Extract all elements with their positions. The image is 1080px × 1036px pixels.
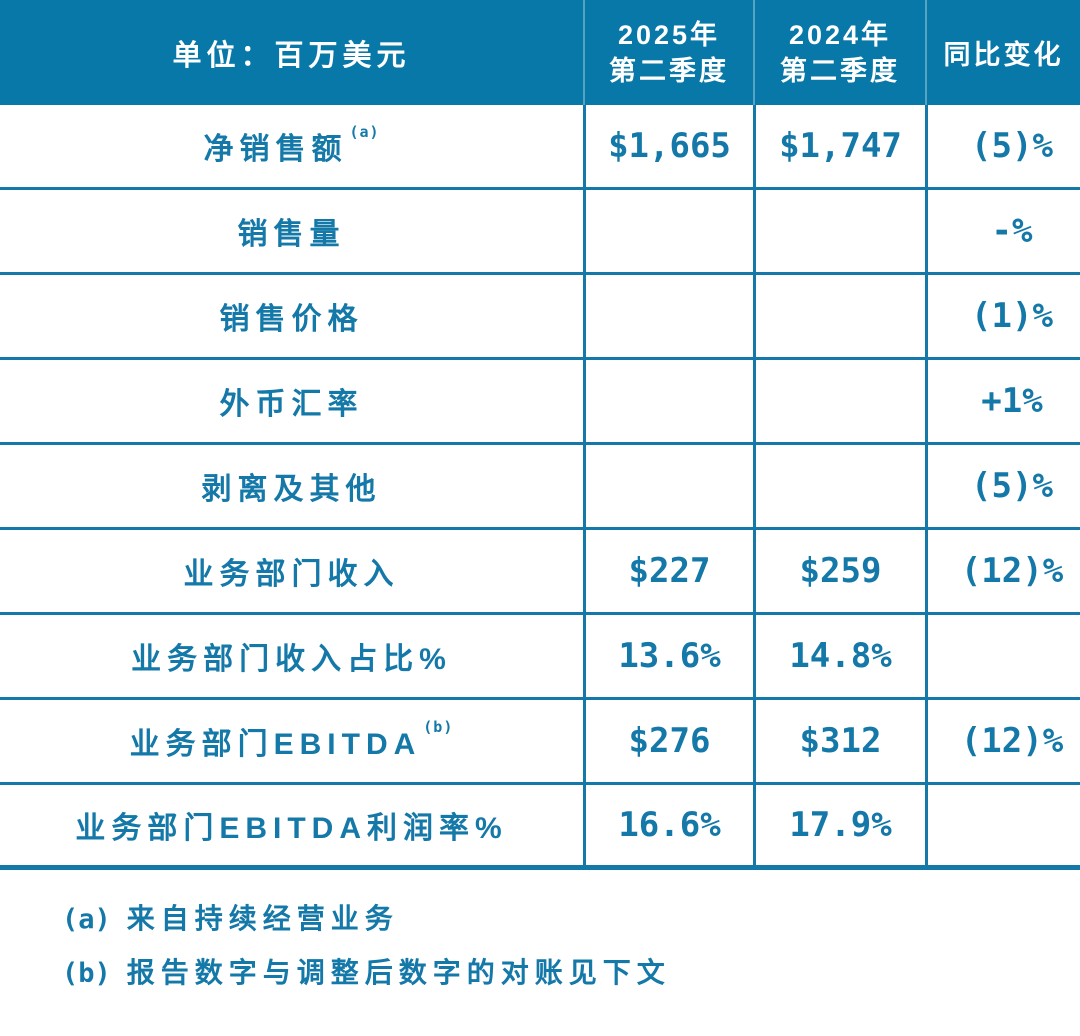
row-label: 业务部门收入占比% <box>131 643 452 676</box>
value-cell-yoy: (5)% <box>925 105 1080 187</box>
value-cell-q2-2025 <box>583 190 753 272</box>
value-cell-q2-2024: 17.9% <box>753 785 925 865</box>
table-body: 净销售额 (a) $1,665 $1,747 (5)% 销售量 -% 销售价格 <box>0 105 1080 870</box>
yoy-change-label: 同比变化 <box>943 40 1064 70</box>
q2-2024-quarter: 第二季度 <box>780 55 900 86</box>
yoy-value: (5)% <box>971 126 1053 166</box>
value-cell-q2-2024: $312 <box>753 700 925 782</box>
q2-2024-value: $312 <box>799 721 882 761</box>
yoy-value: (5)% <box>971 466 1053 506</box>
segment-results-table: 单位：百万美元 2025年 第二季度 2024年 第二季度 同比变化 净销售额 … <box>0 0 1080 870</box>
q2-2024-value: $259 <box>799 551 882 591</box>
header-cell-yoy: 同比变化 <box>925 0 1080 105</box>
value-cell-q2-2025: 16.6% <box>583 785 753 865</box>
value-cell-q2-2025: $1,665 <box>583 105 753 187</box>
header-cell-q2-2025: 2025年 第二季度 <box>583 0 753 105</box>
table-row: 业务部门EBITDA利润率% 16.6% 17.9% <box>0 785 1080 870</box>
row-label: 业务部门收入 <box>183 558 400 591</box>
yoy-value: (12)% <box>960 551 1064 591</box>
q2-2024-value: 14.8% <box>789 636 892 676</box>
footnotes: (a) 来自持续经营业务 (b) 报告数字与调整后数字的对账见下文 <box>62 897 1080 1005</box>
value-cell-q2-2024: $259 <box>753 530 925 612</box>
row-label-cell: 剥离及其他 <box>0 445 583 527</box>
row-label-cell: 销售量 <box>0 190 583 272</box>
footnote-superscript: (b) <box>423 718 454 736</box>
footnote-b: (b) 报告数字与调整后数字的对账见下文 <box>62 951 1080 1005</box>
row-label-cell: 业务部门收入 <box>0 530 583 612</box>
q2-2025-value: $276 <box>628 721 711 761</box>
q2-2025-value: $227 <box>628 551 711 591</box>
table-row: 业务部门收入 $227 $259 (12)% <box>0 530 1080 615</box>
row-label: 业务部门EBITDA利润率% <box>75 812 508 845</box>
table-row: 净销售额 (a) $1,665 $1,747 (5)% <box>0 105 1080 190</box>
table-row: 销售量 -% <box>0 190 1080 275</box>
footnote-a: (a) 来自持续经营业务 <box>62 897 1080 951</box>
row-label-cell: 业务部门EBITDA利润率% <box>0 785 583 865</box>
row-label-cell: 外币汇率 <box>0 360 583 442</box>
table-header-row: 单位：百万美元 2025年 第二季度 2024年 第二季度 同比变化 <box>0 0 1080 105</box>
yoy-value: +1% <box>981 381 1043 421</box>
q2-2025-quarter: 第二季度 <box>609 55 729 86</box>
footnote-a-text: 来自持续经营业务 <box>126 903 399 934</box>
value-cell-q2-2025: $276 <box>583 700 753 782</box>
value-cell-q2-2025: $227 <box>583 530 753 612</box>
row-label: 剥离及其他 <box>201 473 382 506</box>
row-label-cell: 业务部门收入占比% <box>0 615 583 697</box>
footnote-superscript: (a) <box>349 123 380 141</box>
table-row: 外币汇率 +1% <box>0 360 1080 445</box>
value-cell-yoy: (5)% <box>925 445 1080 527</box>
row-label-cell: 销售价格 <box>0 275 583 357</box>
header-cell-unit: 单位：百万美元 <box>0 0 583 105</box>
yoy-value: -% <box>991 211 1033 251</box>
value-cell-yoy <box>925 785 1080 865</box>
unit-label: 单位：百万美元 <box>172 39 411 72</box>
value-cell-q2-2025: 13.6% <box>583 615 753 697</box>
value-cell-yoy: (1)% <box>925 275 1080 357</box>
value-cell-yoy: (12)% <box>925 530 1080 612</box>
table-row: 业务部门收入占比% 13.6% 14.8% <box>0 615 1080 700</box>
value-cell-yoy: (12)% <box>925 700 1080 782</box>
row-label-cell: 业务部门EBITDA (b) <box>0 700 583 782</box>
q2-2024-year: 2024年 <box>788 19 892 50</box>
value-cell-yoy: -% <box>925 190 1080 272</box>
value-cell-q2-2025 <box>583 445 753 527</box>
row-label: 业务部门EBITDA <box>129 728 422 761</box>
q2-2024-value: $1,747 <box>779 126 902 166</box>
row-label: 外币汇率 <box>219 388 364 421</box>
row-label: 净销售额 <box>203 133 348 166</box>
yoy-value: (12)% <box>960 721 1064 761</box>
table-row: 剥离及其他 (5)% <box>0 445 1080 530</box>
value-cell-yoy <box>925 615 1080 697</box>
q2-2025-value: $1,665 <box>608 126 731 166</box>
q2-2025-value: 13.6% <box>618 636 721 676</box>
value-cell-q2-2024 <box>753 275 925 357</box>
q2-2024-value: 17.9% <box>789 805 892 845</box>
table-row: 销售价格 (1)% <box>0 275 1080 360</box>
row-label: 销售量 <box>237 218 346 251</box>
row-label: 销售价格 <box>219 303 364 336</box>
q2-2025-year: 2025年 <box>617 19 721 50</box>
row-label-cell: 净销售额 (a) <box>0 105 583 187</box>
value-cell-q2-2024: $1,747 <box>753 105 925 187</box>
value-cell-q2-2024 <box>753 190 925 272</box>
value-cell-q2-2025 <box>583 275 753 357</box>
table-row: 业务部门EBITDA (b) $276 $312 (12)% <box>0 700 1080 785</box>
yoy-value: (1)% <box>971 296 1053 336</box>
footnote-b-text: 报告数字与调整后数字的对账见下文 <box>126 957 671 988</box>
value-cell-q2-2024 <box>753 445 925 527</box>
value-cell-q2-2024: 14.8% <box>753 615 925 697</box>
value-cell-q2-2025 <box>583 360 753 442</box>
value-cell-q2-2024 <box>753 360 925 442</box>
header-cell-q2-2024: 2024年 第二季度 <box>753 0 925 105</box>
footnote-b-marker: (b) <box>62 958 111 989</box>
q2-2025-value: 16.6% <box>618 805 721 845</box>
footnote-a-marker: (a) <box>62 904 111 935</box>
value-cell-yoy: +1% <box>925 360 1080 442</box>
